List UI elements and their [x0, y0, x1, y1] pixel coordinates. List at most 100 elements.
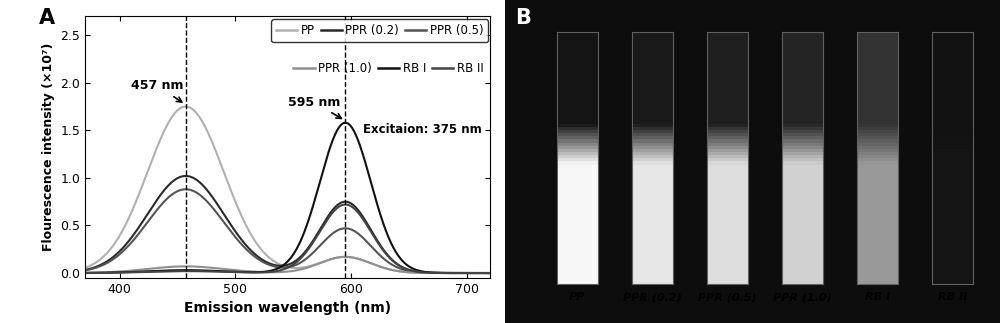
Bar: [557, 176, 598, 180]
Bar: [857, 145, 898, 149]
Bar: [932, 265, 973, 268]
Bar: [632, 154, 673, 158]
Bar: [932, 145, 973, 149]
Bar: [557, 76, 598, 79]
Bar: [857, 129, 898, 133]
Bar: [557, 268, 598, 272]
Bar: [932, 41, 973, 45]
Bar: [782, 230, 823, 234]
Bar: [632, 277, 673, 281]
Bar: [857, 217, 898, 221]
Bar: [632, 38, 673, 42]
Bar: [782, 76, 823, 79]
Bar: [707, 44, 748, 48]
Text: Excitaion: 375 nm: Excitaion: 375 nm: [363, 123, 482, 136]
Text: RB I: RB I: [865, 292, 890, 302]
Bar: [707, 129, 748, 133]
Bar: [932, 110, 973, 114]
Bar: [707, 110, 748, 114]
Bar: [782, 167, 823, 171]
Bar: [632, 224, 673, 227]
Bar: [632, 136, 673, 140]
Bar: [557, 154, 598, 158]
Bar: [557, 158, 598, 162]
Bar: [557, 79, 598, 83]
Bar: [707, 262, 748, 266]
Bar: [557, 214, 598, 218]
Bar: [932, 73, 973, 77]
Bar: [707, 176, 748, 180]
Bar: [857, 139, 898, 142]
Text: PPR (1.0): PPR (1.0): [773, 292, 832, 302]
Bar: [557, 173, 598, 177]
Bar: [857, 79, 898, 83]
Bar: [557, 249, 598, 253]
Bar: [782, 47, 823, 51]
Bar: [857, 38, 898, 42]
Bar: [707, 69, 748, 73]
Bar: [707, 126, 748, 130]
Bar: [782, 280, 823, 284]
Bar: [632, 189, 673, 193]
Bar: [932, 255, 973, 259]
Bar: [782, 44, 823, 48]
Bar: [857, 274, 898, 278]
Bar: [632, 145, 673, 149]
Bar: [707, 195, 748, 199]
Bar: [932, 224, 973, 227]
Bar: [932, 277, 973, 281]
Bar: [857, 107, 898, 111]
Bar: [707, 85, 748, 89]
Bar: [782, 239, 823, 243]
Bar: [782, 164, 823, 168]
Bar: [707, 54, 748, 57]
Bar: [782, 98, 823, 101]
Bar: [932, 176, 973, 180]
Bar: [782, 199, 823, 202]
Bar: [782, 274, 823, 278]
Bar: [857, 258, 898, 262]
Bar: [632, 246, 673, 250]
Bar: [632, 211, 673, 215]
Bar: [707, 202, 748, 205]
Bar: [557, 277, 598, 281]
Bar: [707, 66, 748, 70]
Text: PPR (0.5): PPR (0.5): [698, 292, 757, 302]
Bar: [557, 38, 598, 42]
Bar: [782, 101, 823, 105]
Bar: [557, 44, 598, 48]
Bar: [707, 255, 748, 259]
Bar: [932, 262, 973, 266]
Bar: [707, 189, 748, 193]
Bar: [932, 50, 973, 54]
Bar: [707, 167, 748, 171]
Bar: [707, 236, 748, 240]
Bar: [557, 252, 598, 256]
Bar: [932, 211, 973, 215]
Bar: [557, 243, 598, 246]
Bar: [707, 123, 748, 127]
Bar: [782, 132, 823, 136]
Bar: [857, 54, 898, 57]
Bar: [857, 173, 898, 177]
Bar: [782, 154, 823, 158]
Bar: [632, 221, 673, 224]
Bar: [632, 66, 673, 70]
Bar: [707, 57, 748, 61]
Bar: [707, 265, 748, 268]
Bar: [632, 148, 673, 152]
Bar: [782, 170, 823, 174]
Bar: [932, 76, 973, 79]
Bar: [932, 186, 973, 190]
Bar: [932, 271, 973, 275]
Bar: [932, 214, 973, 218]
Bar: [857, 211, 898, 215]
Bar: [632, 91, 673, 95]
Bar: [707, 233, 748, 237]
Bar: [782, 117, 823, 120]
Bar: [632, 167, 673, 171]
Bar: [857, 88, 898, 92]
Bar: [632, 249, 673, 253]
Bar: [632, 57, 673, 61]
Bar: [932, 280, 973, 284]
